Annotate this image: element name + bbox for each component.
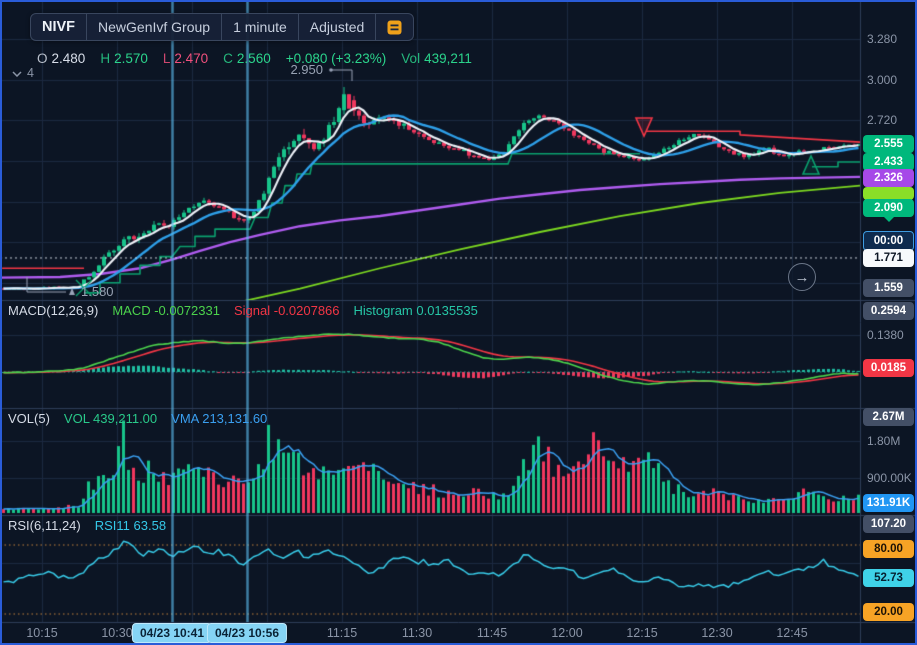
macd-legend: MACD(12,26,9) MACD -0.0072331 Signal -0.… <box>8 303 478 318</box>
price-axis-tick: 3.000 <box>867 73 898 87</box>
macd-value: MACD -0.0072331 <box>112 303 220 318</box>
vol-title: VOL(5) <box>8 411 50 426</box>
macd-title: MACD(12,26,9) <box>8 303 99 318</box>
price-axis-badge: 1.771 <box>863 249 914 267</box>
time-axis-label: 10:30 <box>101 626 133 640</box>
rsi-value: RSI11 63.58 <box>94 518 167 533</box>
high-price-annotation: 2.950 <box>290 62 323 77</box>
time-axis[interactable]: 10:15 10:30 11:15 11:30 11:45 12:00 12:15 12:30… <box>0 622 917 645</box>
time-axis-label: 11:15 <box>326 626 358 640</box>
right-arrow-icon: → <box>794 268 810 286</box>
price-axis-badge: 2.326 <box>863 169 914 187</box>
change-value: +0.080 (+3.23%) <box>285 51 387 66</box>
price-axis-tick: 3.280 <box>867 32 898 46</box>
symbol-button[interactable]: NIVF <box>42 19 76 35</box>
symbol-name[interactable]: NewGenIvf Group <box>86 14 221 40</box>
price-axis-tick: 900.00K <box>867 471 912 485</box>
adjusted-toggle[interactable]: Adjusted <box>297 14 375 40</box>
hidden-indicator-count: 4 <box>27 66 34 80</box>
macd-histogram-value: Histogram 0.0135535 <box>353 303 478 318</box>
time-axis-label: 12:30 <box>701 626 733 640</box>
time-axis-label: 12:15 <box>626 626 658 640</box>
volume-value: Vol 439,211 <box>401 51 472 66</box>
low-value: L 2.470 <box>162 51 209 66</box>
high-value: H 2.570 <box>100 51 148 66</box>
price-axis-badge: 52.73 <box>863 569 914 587</box>
low-price-annotation: 1.580 <box>81 284 114 299</box>
ohlc-legend: O 2.480 H 2.570 L 2.470 C 2.560 +0.080 (+3.2… <box>37 51 472 66</box>
macd-signal-value: Signal -0.0207866 <box>233 303 340 318</box>
vol-value: VOL 439,211.00 <box>63 411 158 426</box>
price-axis-tick: 0.1380 <box>867 328 904 342</box>
chevron-down-icon <box>12 66 22 80</box>
notes-icon[interactable] <box>375 14 413 40</box>
time-axis-label: 11:30 <box>401 626 433 640</box>
close-value: C 2.560 <box>223 51 271 66</box>
price-axis-tick: 1.80M <box>867 434 901 448</box>
price-axis-badge: 80.00 <box>863 540 914 558</box>
rsi-title: RSI(6,11,24) <box>8 518 81 533</box>
open-value: O 2.480 <box>37 51 86 66</box>
volume-legend: VOL(5) VOL 439,211.00 VMA 213,131.60 <box>8 411 267 426</box>
price-axis-badge: 0.0185 <box>863 359 914 377</box>
time-axis-label: 12:45 <box>776 626 808 640</box>
time-axis-label: 11:45 <box>476 626 508 640</box>
time-axis-label: 10:15 <box>26 626 58 640</box>
indicator-collapse-toggle[interactable]: 4 <box>12 66 34 80</box>
price-axis-badge: 20.00 <box>863 603 914 621</box>
price-axis-badge: 00:00 <box>863 231 914 251</box>
vma-value: VMA 213,131.60 <box>171 411 268 426</box>
price-axis-tick: 2.720 <box>867 113 898 127</box>
price-axis-badge: 2.090 <box>863 199 914 222</box>
price-axis-badge: 1.559 <box>863 279 914 297</box>
price-axis-badge: 2.433 <box>863 153 914 171</box>
price-axis-badge: 107.20 <box>863 515 914 533</box>
rsi-legend: RSI(6,11,24) RSI11 63.58 <box>8 518 166 533</box>
time-axis-label: 12:00 <box>551 626 583 640</box>
price-axis-badge: 131.91K <box>863 494 914 512</box>
price-axis-badge: 2.67M <box>863 408 914 426</box>
go-to-realtime-button[interactable]: → <box>788 263 816 291</box>
price-axis-badge <box>863 187 914 200</box>
session-time-badge: 04/23 10:41 <box>131 623 213 643</box>
interval-button[interactable]: 1 minute <box>221 14 298 40</box>
price-axis[interactable]: 3.280 3.000 2.720 0.1380 1.80M 900.00K 2.555 2.… <box>861 0 917 645</box>
session-time-badge: 04/23 10:56 <box>206 623 288 643</box>
symbol-toolbar: NIVF NewGenIvf Group 1 minute Adjusted <box>30 13 415 41</box>
price-axis-badge: 2.555 <box>863 135 914 153</box>
price-axis-badge: 0.2594 <box>863 302 914 320</box>
